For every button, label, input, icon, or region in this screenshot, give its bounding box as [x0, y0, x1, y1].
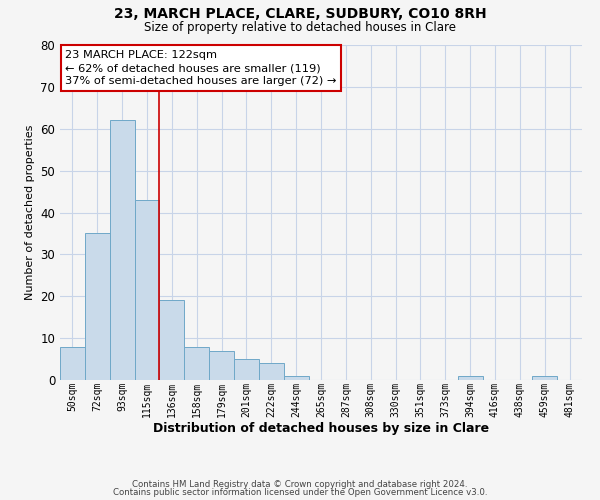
Text: Contains HM Land Registry data © Crown copyright and database right 2024.: Contains HM Land Registry data © Crown c… — [132, 480, 468, 489]
Bar — [234, 359, 259, 380]
Y-axis label: Number of detached properties: Number of detached properties — [25, 125, 35, 300]
Text: 23, MARCH PLACE, CLARE, SUDBURY, CO10 8RH: 23, MARCH PLACE, CLARE, SUDBURY, CO10 8R… — [113, 8, 487, 22]
Bar — [85, 234, 110, 380]
X-axis label: Distribution of detached houses by size in Clare: Distribution of detached houses by size … — [153, 422, 489, 435]
Bar — [284, 376, 308, 380]
Bar — [60, 346, 85, 380]
Bar — [160, 300, 184, 380]
Bar — [184, 346, 209, 380]
Text: 23 MARCH PLACE: 122sqm
← 62% of detached houses are smaller (119)
37% of semi-de: 23 MARCH PLACE: 122sqm ← 62% of detached… — [65, 50, 337, 86]
Bar — [532, 376, 557, 380]
Text: Size of property relative to detached houses in Clare: Size of property relative to detached ho… — [144, 21, 456, 34]
Text: Contains public sector information licensed under the Open Government Licence v3: Contains public sector information licen… — [113, 488, 487, 497]
Bar — [259, 363, 284, 380]
Bar — [458, 376, 482, 380]
Bar — [209, 350, 234, 380]
Bar — [110, 120, 134, 380]
Bar — [134, 200, 160, 380]
